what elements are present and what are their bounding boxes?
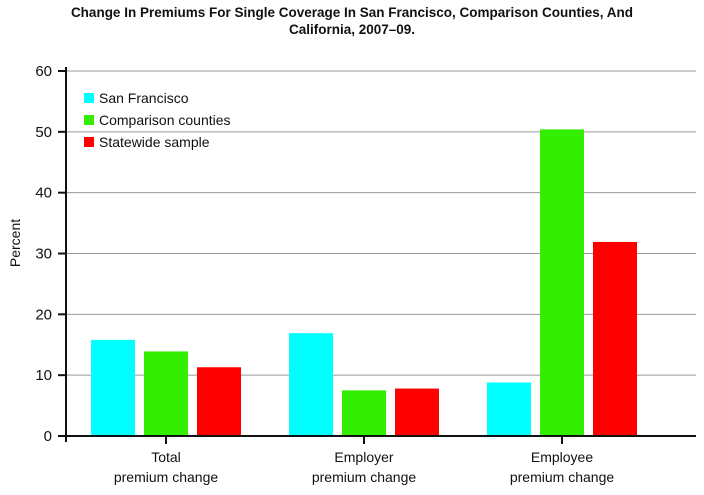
y-axis-title: Percent (7, 219, 23, 267)
legend-swatch (84, 137, 94, 147)
bar (593, 241, 637, 436)
bar (289, 333, 333, 436)
bar (487, 382, 531, 436)
x-category-label: Total (151, 449, 181, 465)
y-tick-label: 30 (35, 246, 52, 263)
chart-title: Change In Premiums For Single Coverage I… (0, 4, 704, 38)
x-category-label: Employee (531, 449, 593, 465)
x-category-label: premium change (312, 469, 416, 485)
y-tick-label: 10 (35, 367, 52, 384)
bar (342, 390, 386, 436)
chart-title-line-2: California, 2007–09. (288, 22, 416, 37)
legend-swatch (84, 115, 94, 125)
legend: San Francisco Comparison counties Statewid… (84, 90, 231, 150)
y-tick-label: 40 (35, 185, 52, 202)
bar (395, 388, 439, 436)
x-category-label: Employer (334, 449, 393, 465)
legend-label: Comparison counties (99, 112, 231, 128)
y-tick-label: 20 (35, 306, 52, 323)
y-tick-label: 60 (35, 63, 52, 80)
bar (144, 351, 188, 436)
y-tick-label: 0 (44, 428, 52, 445)
legend-swatch (84, 93, 94, 103)
bar (197, 367, 241, 436)
chart-title-line-1: Change In Premiums For Single Coverage I… (70, 5, 634, 20)
bar (91, 339, 135, 436)
y-tick-label: 50 (35, 124, 52, 141)
x-category-label: premium change (114, 469, 218, 485)
bar (540, 129, 584, 436)
x-category-label: premium change (510, 469, 614, 485)
legend-label: San Francisco (99, 90, 189, 106)
legend-label: Statewide sample (99, 134, 210, 150)
